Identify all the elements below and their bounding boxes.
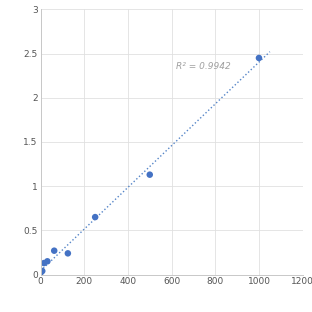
Text: R² = 0.9942: R² = 0.9942 — [176, 62, 231, 71]
Point — [40, 269, 45, 274]
Point — [66, 251, 71, 256]
Point — [147, 172, 152, 177]
Point — [38, 270, 43, 275]
Point — [256, 56, 261, 61]
Point — [41, 261, 46, 266]
Point — [52, 248, 57, 253]
Point — [45, 259, 50, 264]
Point — [93, 215, 98, 220]
